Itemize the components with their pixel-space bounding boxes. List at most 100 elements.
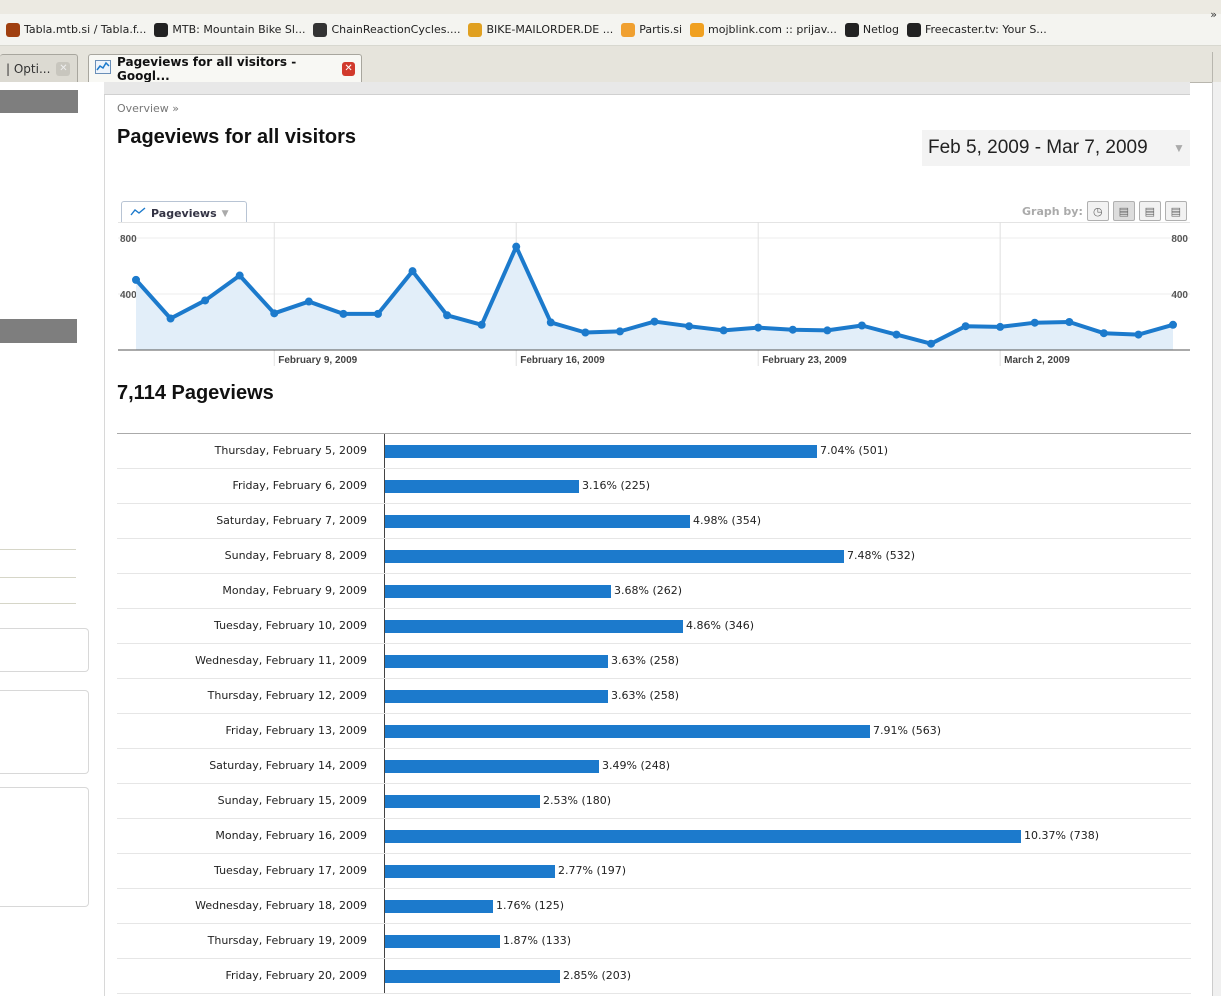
data-point: [270, 309, 279, 318]
row-value: 4.98% (354): [693, 514, 762, 527]
pageviews-bar: [385, 795, 540, 808]
pageviews-bar: [385, 655, 608, 668]
pageviews-total-heading: 7,114 Pageviews: [117, 382, 274, 404]
data-point: [719, 326, 728, 335]
chain-icon: [313, 22, 328, 37]
graph-by-week-button[interactable]: ▤: [1138, 201, 1161, 221]
clock-icon[interactable]: ◷: [1086, 201, 1109, 221]
sidebar-panel: [0, 628, 89, 672]
bike-icon: [6, 22, 20, 37]
data-point: [443, 311, 452, 320]
pageviews-bar: [385, 935, 500, 948]
metric-selector[interactable]: Pageviews ▼: [121, 201, 247, 225]
date-range-label: Feb 5, 2009 - Mar 7, 2009: [928, 137, 1148, 158]
sidebar-divider: [0, 549, 76, 550]
row-axis: [384, 889, 385, 923]
bookmarks-bar: Tabla.mtb.si / Tabla.f... MTB: Mountain B…: [0, 14, 1221, 46]
x-tick-label: March 2, 2009: [1004, 355, 1070, 366]
data-point: [788, 325, 797, 334]
row-date: Friday, February 6, 2009: [232, 479, 367, 492]
freecaster-icon: [906, 22, 921, 37]
graph-by-day-button[interactable]: ▤: [1112, 201, 1135, 221]
row-value: 3.49% (248): [602, 759, 671, 772]
row-axis: [384, 784, 385, 818]
table-row: Wednesday, February 18, 2009 1.76% (125): [117, 889, 1191, 924]
x-tick-label: February 16, 2009: [520, 355, 605, 366]
data-point: [1065, 318, 1074, 326]
row-value: 3.16% (225): [582, 479, 651, 492]
x-tick-label: February 9, 2009: [278, 355, 357, 366]
page-title: Pageviews for all visitors: [117, 126, 356, 148]
browser-top-strip: [0, 0, 1221, 15]
data-point: [857, 321, 866, 330]
row-value: 7.04% (501): [820, 444, 889, 457]
row-date: Friday, February 20, 2009: [225, 969, 367, 982]
row-value: 1.87% (133): [503, 934, 572, 947]
data-point: [685, 322, 694, 331]
row-axis: [384, 679, 385, 713]
pageviews-line-chart[interactable]: 800 800 400 400 February 9, 2009 February 16,…: [118, 222, 1190, 374]
tab-bar-edge: [1212, 52, 1221, 82]
breadcrumb[interactable]: Overview »: [117, 102, 180, 115]
tab-optimizer[interactable]: | Opti... ✕: [0, 54, 78, 82]
bookmark-item[interactable]: mojblink.com :: prijav...: [690, 22, 837, 37]
chart-area-fill: [136, 246, 1173, 350]
bookmark-item[interactable]: Partis.si: [621, 22, 682, 37]
pageviews-bar: [385, 760, 599, 773]
table-row: Thursday, February 12, 2009 3.63% (258): [117, 679, 1191, 714]
data-point: [892, 330, 901, 339]
close-icon[interactable]: ✕: [56, 61, 71, 76]
m-logo-icon: [154, 22, 169, 37]
pageviews-bar: [385, 480, 579, 493]
bookmarks-overflow-button[interactable]: »: [1210, 8, 1217, 21]
sidebar-divider: [0, 603, 76, 604]
netlog-icon: [844, 22, 859, 37]
bookmark-item[interactable]: ChainReactionCycles....: [313, 22, 460, 37]
close-icon[interactable]: ✕: [342, 61, 355, 76]
data-point: [615, 327, 624, 336]
pageviews-bar: [385, 550, 844, 563]
table-row: Monday, February 16, 2009 10.37% (738): [117, 819, 1191, 854]
tab-pageviews[interactable]: Pageviews for all visitors - Googl... ✕: [88, 54, 362, 83]
data-point: [304, 297, 313, 306]
pageviews-table: Thursday, February 5, 2009 7.04% (501) Fri…: [117, 433, 1191, 994]
metric-label: Pageviews: [151, 207, 217, 220]
y-tick-label-left: 400: [120, 290, 137, 301]
data-point: [650, 317, 659, 326]
pageviews-bar: [385, 970, 560, 983]
sidebar-section-block[interactable]: [0, 319, 77, 343]
graph-by-month-button[interactable]: ▤: [1164, 201, 1187, 221]
sidebar-header-block[interactable]: [0, 90, 78, 113]
graph-by-controls: Graph by: ◷ ▤ ▤ ▤: [1022, 201, 1187, 221]
row-axis: [384, 434, 385, 468]
row-value: 3.63% (258): [611, 689, 680, 702]
table-row: Thursday, February 5, 2009 7.04% (501): [117, 434, 1191, 469]
partis-icon: [621, 22, 636, 37]
y-tick-label-right: 800: [1171, 234, 1188, 245]
bookmark-item[interactable]: MTB: Mountain Bike Sl...: [154, 22, 305, 37]
bookmark-label: mojblink.com :: prijav...: [708, 23, 837, 36]
bookmark-item[interactable]: Netlog: [844, 22, 899, 37]
pageviews-bar: [385, 865, 555, 878]
bookmark-item[interactable]: BIKE-MAILORDER.DE ...: [468, 22, 614, 37]
bookmark-label: BIKE-MAILORDER.DE ...: [486, 23, 614, 36]
tab-label: | Opti...: [6, 61, 51, 76]
table-row: Wednesday, February 11, 2009 3.63% (258): [117, 644, 1191, 679]
data-point: [235, 271, 244, 280]
scrollbar[interactable]: [1212, 82, 1221, 996]
chevron-down-icon[interactable]: ▼: [1173, 141, 1185, 155]
row-date: Sunday, February 8, 2009: [224, 549, 367, 562]
bookmark-item[interactable]: Freecaster.tv: Your S...: [906, 22, 1047, 37]
bookmark-item[interactable]: Tabla.mtb.si / Tabla.f...: [6, 22, 146, 37]
table-row: Friday, February 13, 2009 7.91% (563): [117, 714, 1191, 749]
table-row: Monday, February 9, 2009 3.68% (262): [117, 574, 1191, 609]
chevron-down-icon: ▼: [221, 208, 229, 219]
date-range-picker[interactable]: Feb 5, 2009 - Mar 7, 2009 ▼: [922, 130, 1190, 166]
data-point: [132, 275, 140, 284]
row-value: 4.86% (346): [686, 619, 755, 632]
row-axis: [384, 819, 385, 853]
row-date: Sunday, February 15, 2009: [217, 794, 367, 807]
row-axis: [384, 539, 385, 573]
row-date: Thursday, February 5, 2009: [214, 444, 367, 457]
row-axis: [384, 609, 385, 643]
